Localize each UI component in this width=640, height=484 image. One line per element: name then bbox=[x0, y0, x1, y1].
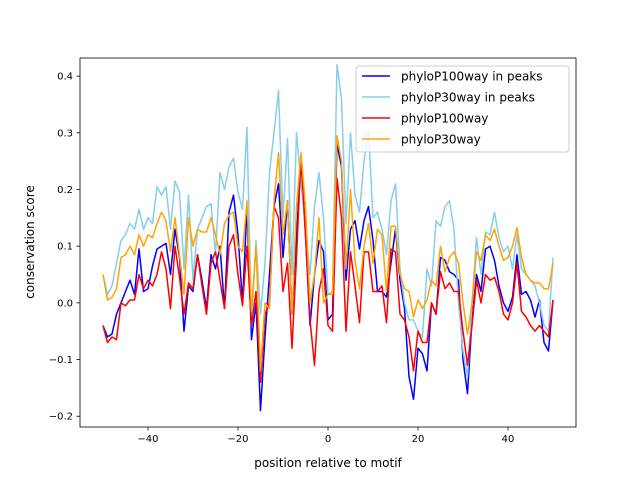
series-layer bbox=[102, 64, 554, 412]
legend-label-1: phyloP100way in peaks bbox=[401, 70, 543, 84]
x-axis-label: position relative to motif bbox=[254, 456, 402, 470]
y-tick-label: −0.2 bbox=[49, 412, 73, 423]
x-tick-label: 0 bbox=[325, 434, 331, 445]
y-tick-label: 0.2 bbox=[57, 185, 73, 196]
legend-label-2: phyloP30way in peaks bbox=[401, 91, 535, 105]
series-line-3 bbox=[102, 154, 554, 383]
y-tick-label: 0.3 bbox=[57, 128, 73, 139]
legend: phyloP100way in peaks phyloP30way in peak… bbox=[355, 65, 570, 153]
y-tick-label: 0.1 bbox=[57, 242, 73, 253]
legend-label-3: phyloP100way bbox=[401, 112, 488, 126]
y-axis-ticks: −0.2 −0.1 0.0 0.1 0.2 0.3 0.4 bbox=[49, 72, 80, 423]
y-axis-label: conservation score bbox=[23, 185, 37, 299]
y-tick-label: −0.1 bbox=[49, 355, 73, 366]
x-tick-label: 40 bbox=[502, 434, 515, 445]
series-line-4 bbox=[102, 134, 554, 372]
legend-label-4: phyloP30way bbox=[401, 133, 481, 147]
legend-box bbox=[355, 65, 570, 153]
x-tick-label: −20 bbox=[227, 434, 248, 445]
x-tick-label: −40 bbox=[137, 434, 158, 445]
x-axis-ticks: −40 −20 0 20 40 bbox=[137, 427, 514, 445]
x-tick-label: 20 bbox=[412, 434, 425, 445]
y-tick-label: 0.0 bbox=[57, 298, 73, 309]
y-tick-label: 0.4 bbox=[57, 72, 73, 83]
